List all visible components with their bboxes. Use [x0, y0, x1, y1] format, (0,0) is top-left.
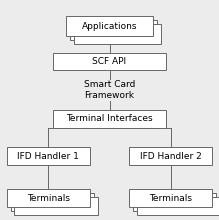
Bar [137, 197, 219, 215]
Bar [7, 147, 90, 165]
Bar [66, 16, 153, 36]
Bar [7, 189, 90, 207]
Bar [53, 110, 166, 128]
Bar [70, 20, 157, 40]
Bar [129, 189, 212, 207]
Text: Terminal Interfaces: Terminal Interfaces [66, 114, 153, 123]
Bar [133, 193, 216, 211]
Bar [14, 197, 98, 215]
Bar [74, 24, 161, 44]
Bar [53, 53, 166, 70]
Text: IFD Handler 1: IFD Handler 1 [17, 152, 79, 161]
Text: Terminals: Terminals [27, 194, 70, 202]
Text: Smart Card
Framework: Smart Card Framework [84, 80, 135, 100]
Text: Applications: Applications [82, 22, 137, 31]
Bar [129, 147, 212, 165]
Text: Terminals: Terminals [149, 194, 192, 202]
Bar [11, 193, 94, 211]
Text: SCF API: SCF API [92, 57, 127, 66]
Text: IFD Handler 2: IFD Handler 2 [140, 152, 202, 161]
